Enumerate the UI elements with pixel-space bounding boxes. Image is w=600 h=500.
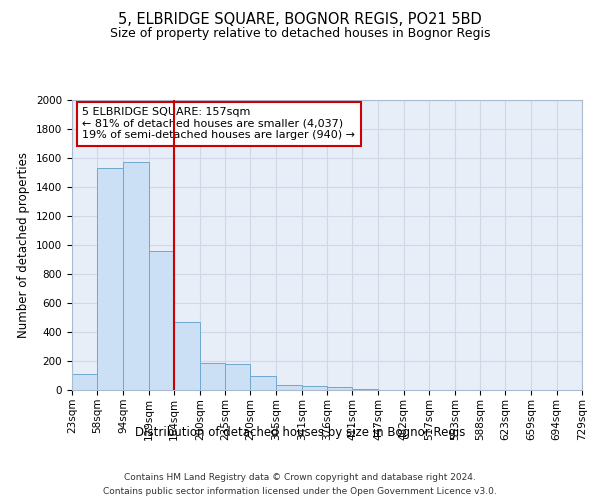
Text: 5, ELBRIDGE SQUARE, BOGNOR REGIS, PO21 5BD: 5, ELBRIDGE SQUARE, BOGNOR REGIS, PO21 5… [118,12,482,28]
Bar [149,251,174,390]
Text: Distribution of detached houses by size in Bognor Regis: Distribution of detached houses by size … [135,426,465,439]
Bar [225,364,250,390]
Text: Size of property relative to detached houses in Bognor Regis: Size of property relative to detached ho… [110,28,490,40]
Bar [123,162,149,390]
Bar [302,386,327,390]
Bar [352,388,378,390]
Y-axis label: Number of detached properties: Number of detached properties [17,152,31,338]
Bar [72,374,97,390]
Bar [200,363,225,390]
Text: 5 ELBRIDGE SQUARE: 157sqm
← 81% of detached houses are smaller (4,037)
19% of se: 5 ELBRIDGE SQUARE: 157sqm ← 81% of detac… [82,108,355,140]
Bar [250,376,276,390]
Text: Contains public sector information licensed under the Open Government Licence v3: Contains public sector information licen… [103,486,497,496]
Bar [327,387,352,390]
Bar [276,385,302,390]
Bar [97,168,123,390]
Text: Contains HM Land Registry data © Crown copyright and database right 2024.: Contains HM Land Registry data © Crown c… [124,473,476,482]
Bar [174,322,200,390]
